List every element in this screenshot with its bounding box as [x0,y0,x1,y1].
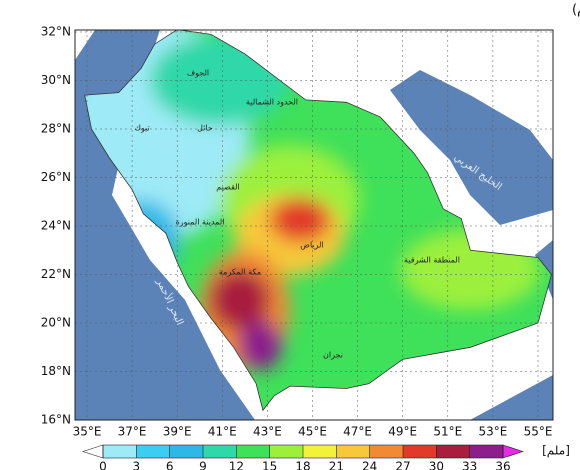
colorbar-unit: [ملم] [542,444,570,458]
lon-label: 47°E [343,425,372,439]
lat-label: 26°N [41,170,71,184]
colorbar-segment [203,445,237,458]
colorbar-segment [403,445,437,458]
place-label: القصيم [216,183,239,192]
place-label: تبوك [134,124,149,133]
lon-label: 49°E [388,425,417,439]
lon-label: 37°E [118,425,147,439]
colorbar-tick-label: 9 [199,460,207,470]
colorbar-segment [336,445,370,458]
lat-label: 30°N [41,73,71,87]
place-label: المنطقة الشرقية [404,256,460,265]
colorbar-segment [136,445,170,458]
colorbar-segment [436,445,470,458]
lat-label: 22°N [41,267,71,281]
colorbar-tick-label: 18 [295,460,310,470]
place-label: نجران [323,351,343,360]
colorbar-segment [303,445,337,458]
colorbar-tick-label: 3 [133,460,141,470]
lon-label: 55°E [524,425,553,439]
map-area: الجوف الحدود الشمالية تبوك حائل القصيم ا… [75,30,553,420]
lat-label: 20°N [41,316,71,330]
colorbar-tick-label: 12 [229,460,244,470]
colorbar-segment [236,445,270,458]
colorbar-segment [369,445,403,458]
place-label: حائل [197,124,213,133]
lon-label: 39°E [163,425,192,439]
colorbar-segment [103,445,137,458]
colorbar-tick-label: 6 [166,460,174,470]
lon-label: 53°E [478,425,507,439]
colorbar-segment [169,445,203,458]
map-frame [74,29,554,421]
colorbar-tick-label: 36 [495,460,510,470]
field-sw-peak [210,270,270,330]
place-label: الجوف [187,69,209,78]
graticule [75,30,553,420]
colorbar-tick-label: 27 [395,460,410,470]
lat-label: 28°N [41,122,71,136]
arabian-sea [470,375,553,420]
lon-label: 51°E [433,425,462,439]
map-title: متوسط هطول الأمطار خلال شهر أبريل من بيا… [572,1,580,18]
colorbar: 0 3 6 9 12 15 18 21 24 27 30 33 36 [82,444,524,470]
colorbar-tick-label: 24 [362,460,377,470]
lat-label: 18°N [41,364,71,378]
colorbar-under [82,444,104,459]
colorbar-segment [269,445,303,458]
field-central-peak [270,198,330,242]
lon-label: 41°E [208,425,237,439]
lon-label: 45°E [298,425,327,439]
lat-label: 24°N [41,219,71,233]
colorbar-tick-label: 0 [99,460,107,470]
place-label: مكة المكرمة [219,268,261,277]
colorbar-tick-label: 21 [329,460,344,470]
place-label: الحدود الشمالية [246,98,298,107]
colorbar-tick-label: 33 [462,460,477,470]
colorbar-tick-label: 30 [429,460,444,470]
axes: 32°N 30°N 28°N 26°N 24°N 22°N 20°N 18°N 16°N35°E… [41,25,553,439]
lat-label: 32°N [41,25,71,39]
colorbar-segment [469,445,503,458]
lon-label: 35°E [73,425,102,439]
lat-label: 16°N [41,413,71,427]
colorbar-over [502,444,524,459]
place-label: المدينة المنورة [176,218,225,227]
field-asir [238,320,282,370]
colorbar-tick-label: 15 [262,460,277,470]
lon-label: 43°E [253,425,282,439]
persian-gulf [390,70,553,225]
country-border [84,30,552,412]
place-label: الرياض [300,241,323,250]
